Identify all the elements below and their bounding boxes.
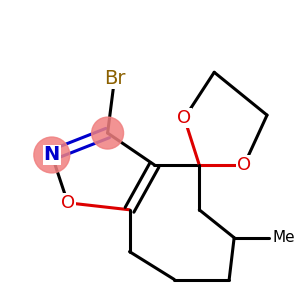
Text: O: O bbox=[61, 194, 75, 212]
Text: Br: Br bbox=[104, 69, 125, 88]
Text: O: O bbox=[177, 109, 191, 127]
Circle shape bbox=[34, 137, 70, 173]
Text: Me: Me bbox=[272, 230, 295, 245]
Text: O: O bbox=[237, 156, 251, 174]
Text: N: N bbox=[44, 146, 60, 164]
Circle shape bbox=[92, 117, 124, 149]
